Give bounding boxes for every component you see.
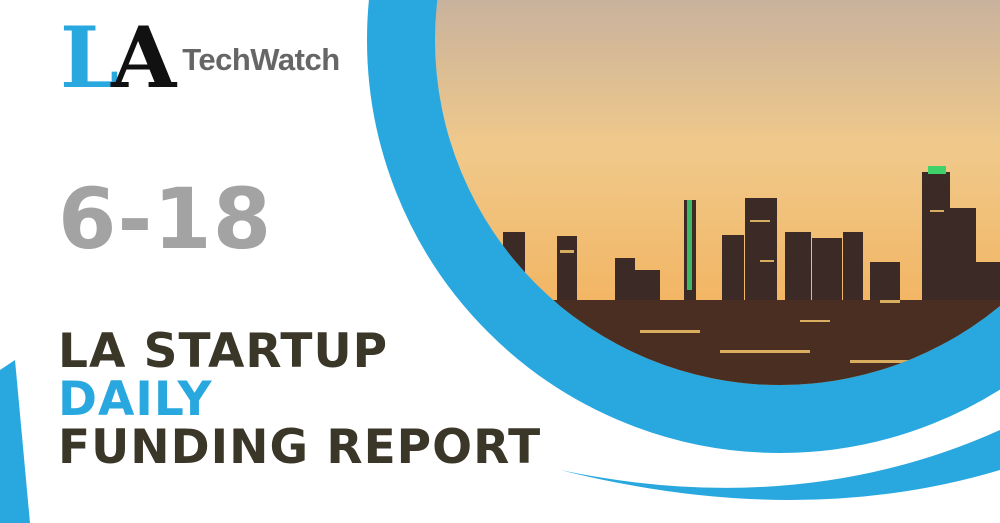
logo[interactable]: L A TechWatch	[60, 8, 340, 107]
blue-brush-left	[0, 360, 30, 523]
logo-letter-a: A	[111, 8, 177, 107]
title-line-2: DAILY	[58, 372, 213, 427]
report-date: 6-18	[58, 170, 273, 268]
logo-name: TechWatch	[182, 42, 340, 77]
blue-brush-streak	[560, 430, 1000, 500]
blue-brush-ring	[367, 0, 1000, 453]
report-title: LA STARTUP DAILY FUNDING REPORT	[58, 328, 541, 472]
title-line-1: LA STARTUP	[58, 324, 389, 379]
title-line-3: FUNDING REPORT	[58, 420, 542, 475]
logo-letter-l: L	[60, 8, 119, 107]
